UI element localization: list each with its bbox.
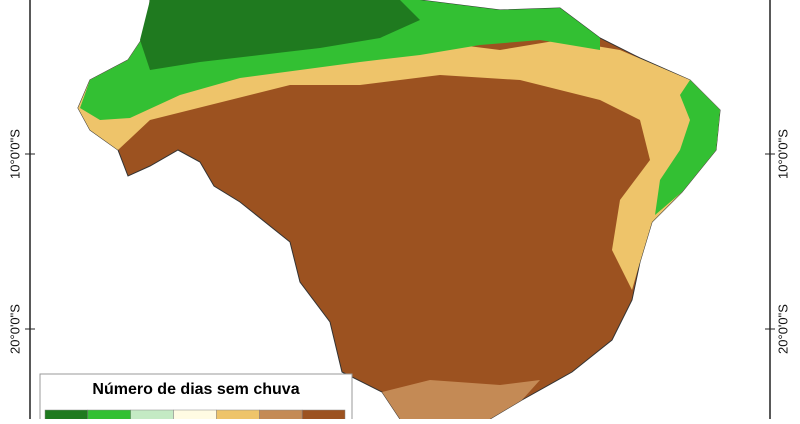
country-shape xyxy=(77,0,721,420)
legend-swatch xyxy=(301,409,346,423)
legend-swatches xyxy=(44,409,346,423)
coordinate-labels: 10°0'0"S 20°0'0"S 10°0'0"S 20°0'0"S xyxy=(7,129,790,354)
latitude-label: 10°0'0"S xyxy=(7,129,22,179)
latitude-label: 10°0'0"S xyxy=(775,129,790,179)
legend-swatch xyxy=(130,409,174,423)
legend-swatch xyxy=(259,409,303,423)
legend-title: Número de dias sem chuva xyxy=(92,381,299,398)
transition-band xyxy=(78,30,720,290)
legend-swatch xyxy=(173,409,217,423)
legend-swatch xyxy=(216,409,260,423)
latitude-label: 20°0'0"S xyxy=(7,304,22,354)
legend: Número de dias sem chuva xyxy=(39,373,353,424)
legend-swatch xyxy=(44,409,89,423)
latitude-label: 20°0'0"S xyxy=(775,304,790,354)
humid-east-coast xyxy=(655,80,720,215)
dry-south xyxy=(382,380,540,419)
wet-core xyxy=(140,0,420,70)
legend-swatch xyxy=(87,409,131,423)
